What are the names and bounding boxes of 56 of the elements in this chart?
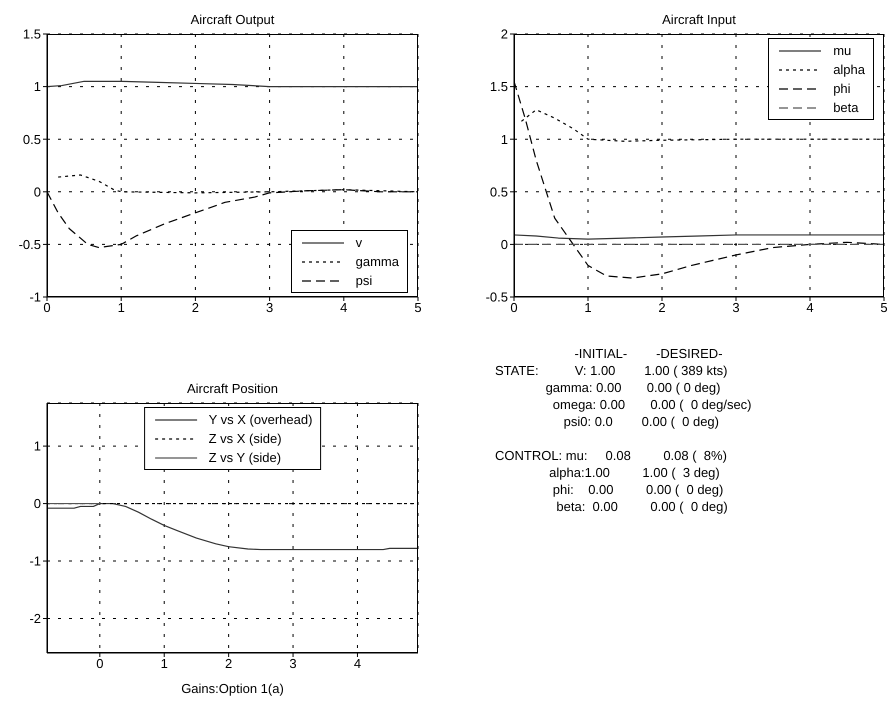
x-tick-label: 2	[225, 656, 232, 672]
y-tick-label: -0.5	[486, 290, 508, 305]
x-tick-label: 1	[584, 300, 592, 316]
x-tick-label: 4	[806, 300, 814, 316]
y-tick-label: 1	[500, 132, 508, 147]
text: CONTROL: mu: 0.08 0.08 ( 8%)	[495, 447, 728, 464]
x-tick-label: 3	[732, 300, 740, 316]
y-tick-label: 1.5	[490, 79, 508, 94]
text: phi: 0.00 0.00 ( 0 deg)	[552, 481, 724, 498]
y-tick-label: -1	[29, 290, 41, 305]
legend-label: alpha	[833, 61, 865, 79]
text: STATE: V: 1.00 1.00 ( 389 kts)	[495, 362, 728, 379]
x-tick-label: 5	[880, 300, 888, 316]
x-tick-label: 4	[354, 656, 362, 672]
y-tick-label: 0	[500, 237, 508, 252]
text: -INITIAL- -DESIRED-	[573, 345, 724, 362]
y-tick-label: 1	[34, 79, 41, 94]
legend-label: psi	[356, 272, 372, 290]
x-tick-label: 3	[289, 656, 297, 672]
y-tick-label: 1	[34, 438, 41, 454]
text: psi0: 0.0 0.00 ( 0 deg)	[562, 413, 720, 430]
x-tick-label: 0	[510, 300, 518, 316]
y-tick-label: 1.5	[22, 26, 41, 42]
y-tick-label: 2	[500, 26, 508, 42]
legend-label: Y vs X (overhead)	[208, 411, 312, 429]
x-tick-label: 2	[658, 300, 666, 316]
legend-label: v	[356, 234, 362, 252]
text: alpha:1.00 1.00 ( 3 deg)	[548, 464, 721, 481]
x-tick-label: 2	[192, 300, 200, 316]
y-tick-label: 0	[34, 496, 41, 512]
legend-label: beta	[833, 99, 858, 117]
y-tick-label: -2	[29, 611, 41, 626]
y-tick-label: 0	[34, 184, 41, 200]
x-tick-label: 0	[96, 656, 104, 672]
text: gamma: 0.00 0.00 ( 0 deg)	[544, 379, 722, 396]
x-tick-label: 1	[118, 300, 125, 316]
chart-title: Aircraft Output	[190, 12, 276, 27]
chart-title: Aircraft Input	[661, 12, 737, 27]
text: beta: 0.00 0.00 ( 0 deg)	[555, 498, 729, 515]
x-tick-label: 5	[414, 300, 422, 316]
x-tick-label: 3	[266, 300, 274, 316]
chart-title: Aircraft Position	[186, 381, 280, 396]
legend-label: Z vs Y (side)	[208, 449, 282, 467]
y-tick-label: 0.5	[490, 184, 508, 200]
y-tick-label: 0.5	[22, 132, 41, 147]
legend-label: phi	[833, 80, 851, 98]
x-tick-label: 4	[340, 300, 348, 316]
legend-label: mu	[833, 42, 852, 60]
x-tick-label: 1	[160, 656, 168, 672]
x-axis-title: Gains:Option 1(a)	[181, 681, 284, 696]
y-tick-label: -1	[29, 554, 41, 569]
x-tick-label: 0	[43, 300, 51, 316]
legend-label: Z vs X (side)	[208, 430, 282, 448]
legend-label: gamma	[356, 253, 399, 271]
text: omega: 0.00 0.00 ( 0 deg/sec)	[552, 396, 753, 413]
y-tick-label: -0.5	[18, 237, 41, 252]
